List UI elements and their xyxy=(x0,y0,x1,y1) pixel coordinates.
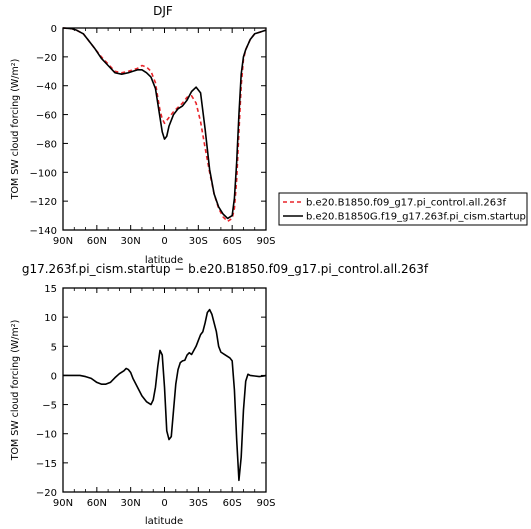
legend-label-cism: b.e20.B1850G.f19_g17.263f.pi_cism.startu… xyxy=(306,212,526,223)
top-x-tick-label: 90S xyxy=(256,236,275,247)
bottom-panel: g17.263f.pi_cism.startup − b.e20.B1850.f… xyxy=(10,262,429,527)
legend: b.e20.B1850.f09_g17.pi_control.all.263f … xyxy=(278,192,528,226)
bottom-y-tick-label: 10 xyxy=(44,313,57,324)
bottom-x-tick-label: 30N xyxy=(121,498,141,509)
bottom-x-tick-label: 0 xyxy=(161,498,167,509)
bottom-tick-labels: 90N 60N 30N 0 30S 60S 90S 15 10 5 0 −5 −10 −15 −20 xyxy=(36,284,276,509)
top-panel: DJF 90N 60N 30N 0 30S 60S 90S 0 −20 −40 −60 −80 −100… xyxy=(10,4,276,266)
top-x-tick-label: 90N xyxy=(53,236,73,247)
top-x-axis-label: latitude xyxy=(145,255,183,266)
bottom-x-tick-label: 30S xyxy=(189,498,208,509)
top-y-tick-label: −60 xyxy=(36,111,57,122)
top-y-axis-label: TOM SW cloud forcing (W/m²) xyxy=(10,59,21,201)
bottom-x-tick-label: 60N xyxy=(87,498,107,509)
top-x-tick-label: 30N xyxy=(121,236,141,247)
bottom-x-axis-label: latitude xyxy=(145,516,183,527)
legend-box xyxy=(278,192,528,226)
top-y-tick-label: −100 xyxy=(30,168,57,179)
bottom-y-tick-label: 0 xyxy=(51,371,57,382)
bottom-x-tick-label: 90S xyxy=(256,498,275,509)
bottom-plot-frame xyxy=(62,287,267,493)
bottom-chart-title: g17.263f.pi_cism.startup − b.e20.B1850.f… xyxy=(22,262,429,276)
bottom-y-tick-label: 15 xyxy=(44,284,57,295)
top-x-tick-label: 0 xyxy=(161,236,167,247)
top-plot-frame xyxy=(62,27,267,231)
legend-label-control: b.e20.B1850.f09_g17.pi_control.all.263f xyxy=(306,198,506,209)
top-series-line-1 xyxy=(62,27,267,220)
bottom-y-tick-label: −15 xyxy=(36,459,57,470)
bottom-x-tick-label: 60S xyxy=(223,498,242,509)
bottom-x-tick-label: 90N xyxy=(53,498,73,509)
top-y-tick-label: −140 xyxy=(30,226,57,237)
top-plot-marks xyxy=(62,27,267,231)
bottom-y-axis-label: TOM SW cloud forcing (W/m²) xyxy=(10,320,21,462)
bottom-y-tick-label: 5 xyxy=(51,342,57,353)
bottom-y-tick-label: −5 xyxy=(42,401,57,412)
bottom-series-line-0 xyxy=(63,308,267,482)
top-y-tick-label: −80 xyxy=(36,139,57,150)
bottom-plot-marks xyxy=(62,287,267,493)
top-y-tick-label: −120 xyxy=(30,197,57,208)
top-series-line-0 xyxy=(62,27,267,223)
top-x-tick-label: 30S xyxy=(189,236,208,247)
top-y-tick-label: −20 xyxy=(36,53,57,64)
top-y-tick-label: −40 xyxy=(36,82,57,93)
top-chart-title: DJF xyxy=(153,4,173,18)
bottom-y-tick-label: −10 xyxy=(36,430,57,441)
top-tick-labels: 90N 60N 30N 0 30S 60S 90S 0 −20 −40 −60 −80 −100 −120… xyxy=(30,24,276,247)
top-x-tick-label: 60N xyxy=(87,236,107,247)
bottom-y-tick-label: −20 xyxy=(36,488,57,499)
top-x-tick-label: 60S xyxy=(223,236,242,247)
top-y-tick-label: 0 xyxy=(51,24,57,35)
